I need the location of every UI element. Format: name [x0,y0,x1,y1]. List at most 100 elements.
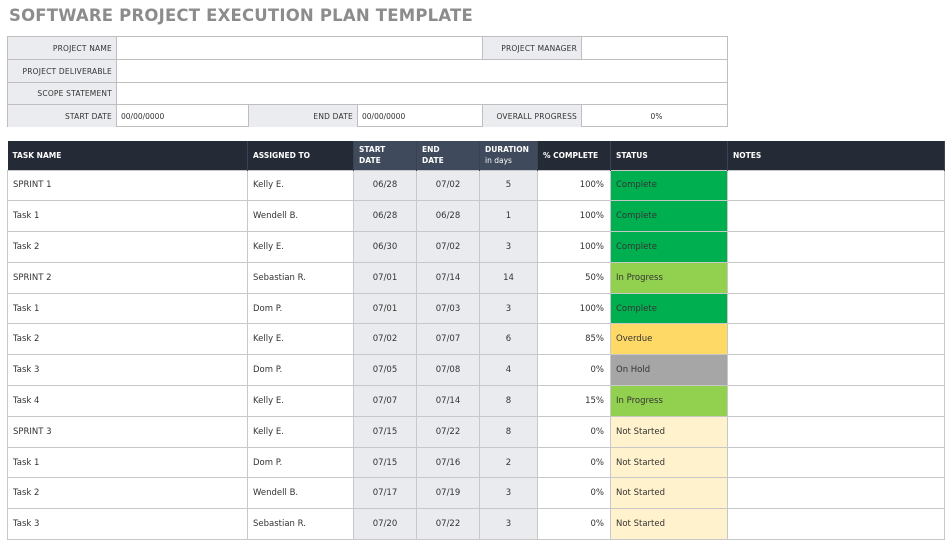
percent-complete-cell[interactable]: 85% [537,323,611,356]
assigned-to-cell[interactable]: Dom P. [247,446,354,479]
end-date-cell[interactable]: 07/22 [416,415,480,448]
task-name-cell[interactable]: Task 3 [7,508,248,541]
header-percent-complete[interactable]: % COMPLETE [537,141,611,170]
status-cell[interactable]: In Progress [610,261,728,294]
task-name-cell[interactable]: Task 2 [7,231,248,263]
start-date-cell[interactable]: 07/15 [353,415,417,448]
end-date-cell[interactable]: 07/14 [416,261,480,294]
start-date-cell[interactable]: 07/01 [353,261,417,294]
status-cell[interactable]: Overdue [610,323,728,356]
notes-cell[interactable] [727,169,945,202]
start-date-field[interactable]: 00/00/0000 [121,111,165,121]
notes-cell[interactable] [727,354,945,387]
end-date-cell[interactable]: 07/16 [416,446,480,479]
end-date-cell[interactable]: 07/19 [416,477,480,510]
task-name-cell[interactable]: Task 1 [7,446,248,479]
assigned-to-cell[interactable]: Sebastian R. [247,261,354,294]
notes-cell[interactable] [727,323,945,356]
end-date-cell[interactable]: 07/03 [416,292,480,325]
end-date-cell[interactable]: 06/28 [416,200,480,233]
header-task-name[interactable]: TASK NAME [7,141,248,170]
project-name-field[interactable] [117,37,482,59]
notes-cell[interactable] [727,446,945,479]
duration-cell[interactable]: 3 [479,292,538,325]
duration-cell[interactable]: 5 [479,169,538,202]
task-name-cell[interactable]: SPRINT 1 [7,169,248,202]
percent-complete-cell[interactable]: 15% [537,385,611,417]
percent-complete-cell[interactable]: 100% [537,200,611,233]
assigned-to-cell[interactable]: Wendell B. [247,200,354,233]
status-cell[interactable]: Complete [610,169,728,202]
duration-cell[interactable]: 2 [479,446,538,479]
notes-cell[interactable] [727,415,945,448]
start-date-cell[interactable]: 07/07 [353,385,417,417]
assigned-to-cell[interactable]: Kelly E. [247,169,354,202]
assigned-to-cell[interactable]: Kelly E. [247,323,354,356]
project-manager-field[interactable] [582,37,727,59]
status-cell[interactable]: In Progress [610,385,728,417]
duration-cell[interactable]: 3 [479,508,538,541]
status-cell[interactable]: Complete [610,292,728,325]
start-date-cell[interactable]: 07/05 [353,354,417,387]
notes-cell[interactable] [727,508,945,541]
task-name-cell[interactable]: Task 4 [7,385,248,417]
duration-cell[interactable]: 6 [479,323,538,356]
scope-statement-field[interactable] [117,83,727,104]
header-start-date[interactable]: START DATE [353,141,417,170]
task-name-cell[interactable]: SPRINT 2 [7,261,248,294]
status-cell[interactable]: Not Started [610,477,728,510]
assigned-to-cell[interactable]: Dom P. [247,292,354,325]
status-cell[interactable]: Not Started [610,415,728,448]
percent-complete-cell[interactable]: 0% [537,477,611,510]
task-name-cell[interactable]: Task 2 [7,323,248,356]
notes-cell[interactable] [727,261,945,294]
percent-complete-cell[interactable]: 100% [537,169,611,202]
notes-cell[interactable] [727,231,945,263]
notes-cell[interactable] [727,385,945,417]
status-cell[interactable]: Not Started [610,446,728,479]
percent-complete-cell[interactable]: 0% [537,415,611,448]
notes-cell[interactable] [727,477,945,510]
assigned-to-cell[interactable]: Kelly E. [247,385,354,417]
start-date-cell[interactable]: 06/28 [353,169,417,202]
notes-cell[interactable] [727,200,945,233]
header-duration[interactable]: DURATION in days [479,141,538,170]
end-date-cell[interactable]: 07/14 [416,385,480,417]
percent-complete-cell[interactable]: 0% [537,354,611,387]
task-name-cell[interactable]: Task 1 [7,200,248,233]
status-cell[interactable]: Not Started [610,508,728,541]
end-date-cell[interactable]: 07/02 [416,231,480,263]
duration-cell[interactable]: 8 [479,385,538,417]
header-notes[interactable]: NOTES [727,141,945,170]
percent-complete-cell[interactable]: 100% [537,292,611,325]
end-date-cell[interactable]: 07/07 [416,323,480,356]
end-date-cell[interactable]: 07/02 [416,169,480,202]
duration-cell[interactable]: 3 [479,231,538,263]
duration-cell[interactable]: 14 [479,261,538,294]
end-date-cell[interactable]: 07/22 [416,508,480,541]
start-date-cell[interactable]: 07/02 [353,323,417,356]
duration-cell[interactable]: 1 [479,200,538,233]
end-date-field[interactable]: 00/00/0000 [362,111,406,121]
percent-complete-cell[interactable]: 0% [537,508,611,541]
assigned-to-cell[interactable]: Kelly E. [247,415,354,448]
start-date-cell[interactable]: 07/17 [353,477,417,510]
percent-complete-cell[interactable]: 50% [537,261,611,294]
start-date-cell[interactable]: 07/15 [353,446,417,479]
assigned-to-cell[interactable]: Dom P. [247,354,354,387]
start-date-cell[interactable]: 06/30 [353,231,417,263]
assigned-to-cell[interactable]: Wendell B. [247,477,354,510]
start-date-cell[interactable]: 07/20 [353,508,417,541]
percent-complete-cell[interactable]: 0% [537,446,611,479]
header-assigned-to[interactable]: ASSIGNED TO [247,141,354,170]
start-date-cell[interactable]: 06/28 [353,200,417,233]
status-cell[interactable]: Complete [610,231,728,263]
status-cell[interactable]: Complete [610,200,728,233]
assigned-to-cell[interactable]: Kelly E. [247,231,354,263]
header-status[interactable]: STATUS [610,141,728,170]
task-name-cell[interactable]: SPRINT 3 [7,415,248,448]
notes-cell[interactable] [727,292,945,325]
task-name-cell[interactable]: Task 2 [7,477,248,510]
duration-cell[interactable]: 8 [479,415,538,448]
percent-complete-cell[interactable]: 100% [537,231,611,263]
